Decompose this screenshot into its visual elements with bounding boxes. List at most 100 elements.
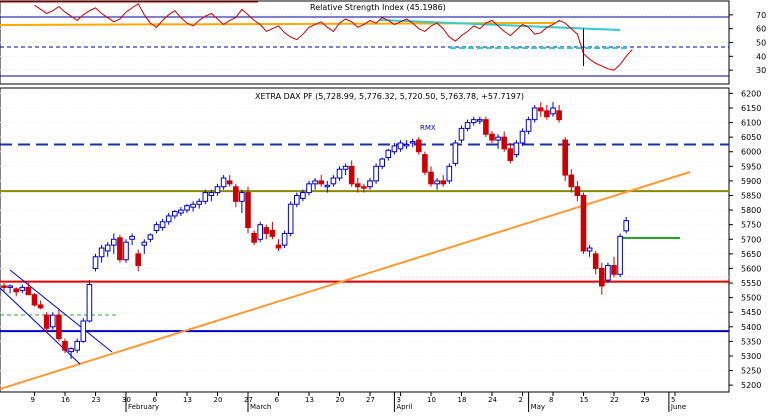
candle-bullish <box>525 119 532 132</box>
rsi-tick-label: 30 <box>756 66 766 75</box>
candle-bullish <box>220 177 227 188</box>
x-tick-label: 6 <box>275 396 280 404</box>
candle-bearish <box>31 294 38 306</box>
price-tick-label: 6050 <box>741 133 761 142</box>
candle-bullish <box>519 130 526 144</box>
candle-bullish <box>300 192 306 199</box>
candle-bullish <box>147 234 154 240</box>
price-tick-label: 6150 <box>741 104 761 113</box>
candle-bearish <box>544 110 550 118</box>
candle-bullish <box>531 107 538 121</box>
candle-bullish <box>391 145 398 153</box>
rsi-y-axis: 30 40 50 60 70 <box>583 11 766 75</box>
x-tick-label: 8 <box>549 396 553 404</box>
rsi-tick-label: 40 <box>756 52 766 61</box>
candle-bearish <box>574 186 581 197</box>
price-tick-label: 5900 <box>741 177 761 186</box>
candle-bullish <box>172 211 178 217</box>
candle-bullish <box>92 256 99 269</box>
month-label: June <box>670 403 686 411</box>
price-title: XETRA DAX PF (5,728.99, 5,776.32, 5,720.… <box>255 92 524 101</box>
x-tick-label: 5 <box>671 396 675 404</box>
price-tick-label: 5850 <box>741 192 761 201</box>
x-tick-label: 24 <box>488 396 497 404</box>
candle-bullish <box>104 244 111 252</box>
candle-bullish <box>7 285 13 288</box>
candle-bullish <box>111 238 117 246</box>
candle-bearish <box>428 171 434 185</box>
candle-bullish <box>196 200 202 205</box>
price-tick-label: 5350 <box>741 337 761 346</box>
candle-bearish <box>562 139 569 176</box>
candle-bullish <box>513 142 520 156</box>
candle-bullish <box>294 195 300 205</box>
price-tick-label: 5200 <box>741 381 761 390</box>
candle-bearish <box>37 304 44 309</box>
candle-bullish <box>342 165 349 170</box>
price-tick-label: 5800 <box>741 206 761 215</box>
candle-bullish <box>586 247 593 252</box>
candle-bullish <box>464 122 471 129</box>
candle-bearish <box>43 314 50 329</box>
x-tick-label: 13 <box>183 396 192 404</box>
candle-bullish <box>312 180 318 185</box>
candle-bullish <box>617 235 623 275</box>
candle-bullish <box>367 180 373 188</box>
candle-bearish <box>580 195 587 252</box>
candle-bullish <box>385 149 392 159</box>
candle-bullish <box>153 224 160 232</box>
candle-bearish <box>318 180 324 185</box>
candle-bullish <box>330 177 337 185</box>
candle-bullish <box>257 224 263 240</box>
price-tick-label: 5250 <box>741 367 761 376</box>
candle-bearish <box>355 183 361 188</box>
candle-bearish <box>13 288 19 293</box>
candle-bullish <box>477 119 483 122</box>
candle-bullish <box>409 141 416 144</box>
x-tick-label: 23 <box>92 396 101 404</box>
candle-bullish <box>165 215 172 223</box>
candle-bearish <box>56 314 62 339</box>
rsi-cyan-trendline <box>379 19 621 31</box>
price-tick-label: 5650 <box>741 250 761 259</box>
candle-bullish <box>605 265 611 281</box>
candle-bearish <box>556 110 562 121</box>
candle-bearish <box>117 237 123 261</box>
x-tick-label: 3 <box>397 396 401 404</box>
down-channel-upper <box>9 269 113 353</box>
candle-bullish <box>80 320 87 342</box>
rsi-tick-label: 70 <box>756 11 766 20</box>
candle-bullish <box>434 180 440 185</box>
month-label: May <box>531 403 545 411</box>
candle-bullish <box>190 203 196 208</box>
candle-bearish <box>611 265 617 275</box>
candle-bullish <box>379 158 385 167</box>
candle-bullish <box>159 221 166 229</box>
rsi-tick-label: 60 <box>756 25 766 34</box>
candle-bearish <box>568 174 575 188</box>
candle-bearish <box>233 186 239 202</box>
rsi-line <box>34 3 633 71</box>
price-tick-label: 5600 <box>741 264 761 273</box>
candle-bullish <box>129 235 135 240</box>
candle-bearish <box>361 186 367 189</box>
candle-bullish <box>397 142 404 150</box>
candlesticks <box>1 102 630 359</box>
candle-bearish <box>245 192 251 229</box>
candle-bearish <box>592 253 599 269</box>
x-tick-label: 27 <box>366 396 375 404</box>
price-y-axis: 5200 5250 5300 5350 5400 5450 5500 5550 5600 5650… <box>729 89 761 390</box>
price-tick-label: 5450 <box>741 308 761 317</box>
candle-bullish <box>446 165 453 182</box>
candle-bearish <box>489 133 495 141</box>
price-tick-label: 5750 <box>741 221 761 230</box>
x-tick-label: 22 <box>610 396 619 404</box>
candle-bearish <box>25 286 32 296</box>
price-tick-label: 5700 <box>741 235 761 244</box>
candle-bullish <box>50 314 56 328</box>
candle-bearish <box>416 139 422 153</box>
candle-bullish <box>336 168 343 179</box>
month-label: February <box>128 403 159 411</box>
candle-bullish <box>623 220 630 232</box>
x-tick-label: 15 <box>580 396 589 404</box>
